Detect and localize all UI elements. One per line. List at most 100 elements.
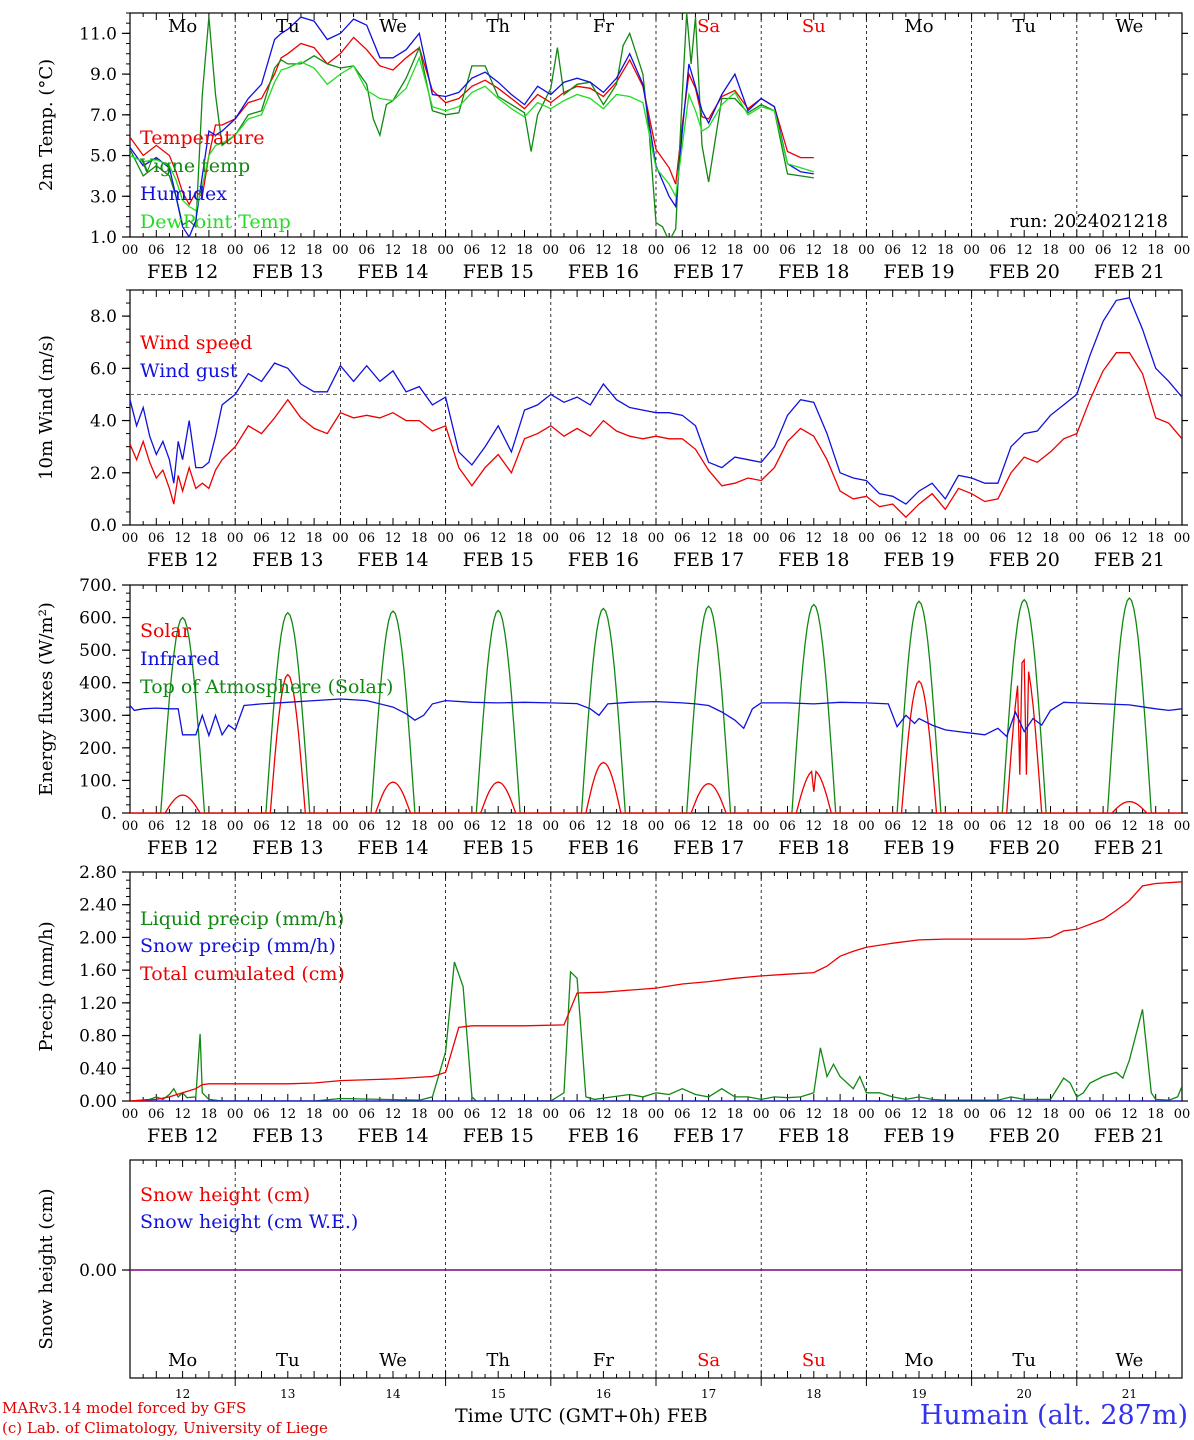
x-hour-label: 18 [516, 243, 533, 258]
x-day-label: FEB 12 [147, 837, 218, 859]
x-hour-label: 12 [174, 1107, 191, 1122]
y-axis-label: 2m Temp. (°C) [36, 59, 57, 191]
x-hour-label: 12 [385, 819, 402, 834]
x-hour-label: 12 [911, 1107, 928, 1122]
x-hour-label: 18 [1042, 819, 1059, 834]
day-number-label: 13 [280, 1387, 295, 1401]
x-hour-label: 12 [700, 531, 717, 546]
x-hour-label: 18 [516, 1107, 533, 1122]
y-tick-label: 2.40 [79, 896, 117, 916]
toa-solar-curve [577, 607, 630, 813]
x-hour-label: 12 [1121, 819, 1138, 834]
panel-temp: 2m Temp. (°C) 1.0 3.0 5.0 7.0 9.0 11.0 00 06 12 18… [36, 12, 1191, 283]
x-hour-label: 06 [779, 1107, 796, 1122]
x-hour-label: 12 [174, 243, 191, 258]
y-tick-label: 400. [79, 674, 117, 694]
x-hour-label: 12 [1121, 1107, 1138, 1122]
x-hour-label: 12 [174, 531, 191, 546]
station-name: Humain (alt. 287m) [919, 1400, 1188, 1431]
day-number-label: 17 [701, 1387, 716, 1401]
x-hour-label: 12 [280, 1107, 297, 1122]
weekday-label: Mo [904, 1350, 933, 1371]
run-label: run: 2024021218 [1010, 211, 1168, 232]
x-hour-label: 06 [464, 819, 481, 834]
x-hour-label: 18 [937, 819, 954, 834]
x-day-label: FEB 21 [1094, 549, 1165, 571]
x-hour-label: 12 [385, 531, 402, 546]
solar-curve [971, 657, 1077, 813]
toa-solar-curve [156, 616, 209, 813]
x-day-label: FEB 19 [883, 837, 954, 859]
x-hour-label: 06 [779, 243, 796, 258]
solar-curve [235, 673, 341, 813]
solar-curve [130, 794, 236, 813]
x-hour-label: 18 [621, 1107, 638, 1122]
x-hour-label: 12 [1016, 243, 1033, 258]
x-hour-label: 00 [1174, 243, 1191, 258]
x-hour-label: 06 [884, 531, 901, 546]
x-day-label: FEB 19 [883, 261, 954, 283]
x-day-label: FEB 17 [673, 837, 744, 859]
x-hour-label: 18 [832, 243, 849, 258]
toa-solar-curve [997, 598, 1051, 813]
series-line [130, 297, 1182, 505]
x-hour-label: 18 [306, 531, 323, 546]
weekday-label: Mo [168, 16, 197, 37]
x-hour-label: 06 [674, 819, 691, 834]
x-hour-label: 00 [648, 819, 665, 834]
x-hour-label: 00 [1069, 243, 1086, 258]
x-hour-label: 00 [332, 819, 349, 834]
x-hour-label: 18 [1042, 1107, 1059, 1122]
x-hour-label: 18 [727, 1107, 744, 1122]
x-day-label: FEB 21 [1094, 837, 1165, 859]
x-hour-label: 18 [1147, 819, 1164, 834]
x-hour-label: 18 [832, 1107, 849, 1122]
day-number-label: 18 [806, 1387, 821, 1401]
x-hour-label: 18 [937, 243, 954, 258]
x-hour-label: 00 [122, 531, 139, 546]
x-hour-label: 12 [911, 819, 928, 834]
x-hour-label: 12 [385, 243, 402, 258]
x-hour-label: 06 [674, 531, 691, 546]
legend-entry: Snow height (cm W.E.) [140, 1211, 358, 1233]
y-tick-label: 2.0 [90, 464, 117, 484]
x-axis-title: Time UTC (GMT+0h) FEB [455, 1405, 708, 1427]
x-hour-label: 12 [595, 819, 612, 834]
x-hour-label: 06 [148, 1107, 165, 1122]
x-hour-label: 00 [437, 1107, 454, 1122]
x-hour-label: 12 [806, 243, 823, 258]
x-hour-label: 18 [306, 243, 323, 258]
x-day-label: FEB 18 [778, 1125, 849, 1147]
x-hour-label: 12 [1121, 531, 1138, 546]
x-hour-label: 12 [490, 243, 507, 258]
toa-solar-curve [682, 605, 735, 813]
weekday-label: Fr [593, 1350, 614, 1371]
x-hour-label: 00 [858, 531, 875, 546]
x-hour-label: 18 [621, 819, 638, 834]
legend-entry: Wind speed [140, 332, 252, 354]
y-tick-label: 500. [79, 641, 117, 661]
x-day-label: FEB 19 [883, 549, 954, 571]
x-hour-label: 00 [648, 531, 665, 546]
solar-curve [866, 680, 972, 813]
weekday-label: We [1116, 1350, 1144, 1371]
x-hour-label: 18 [621, 243, 638, 258]
x-hour-label: 00 [227, 1107, 244, 1122]
x-hour-label: 00 [753, 531, 770, 546]
weekday-label: Mo [904, 16, 933, 37]
x-hour-label: 00 [753, 819, 770, 834]
x-day-label: FEB 18 [778, 549, 849, 571]
solar-curve [761, 770, 867, 813]
x-hour-label: 12 [1121, 243, 1138, 258]
y-tick-label: 0.40 [79, 1059, 117, 1079]
y-tick-label: 4.0 [90, 412, 117, 432]
weekday-label: Sa [697, 1350, 720, 1371]
solar-curve [1076, 800, 1182, 813]
solar-curve [656, 783, 762, 813]
y-tick-label: 1.0 [90, 228, 117, 248]
x-hour-label: 06 [1095, 243, 1112, 258]
solar-curve [340, 781, 446, 813]
x-hour-label: 12 [1016, 1107, 1033, 1122]
x-hour-label: 00 [1069, 531, 1086, 546]
x-hour-label: 18 [411, 1107, 428, 1122]
